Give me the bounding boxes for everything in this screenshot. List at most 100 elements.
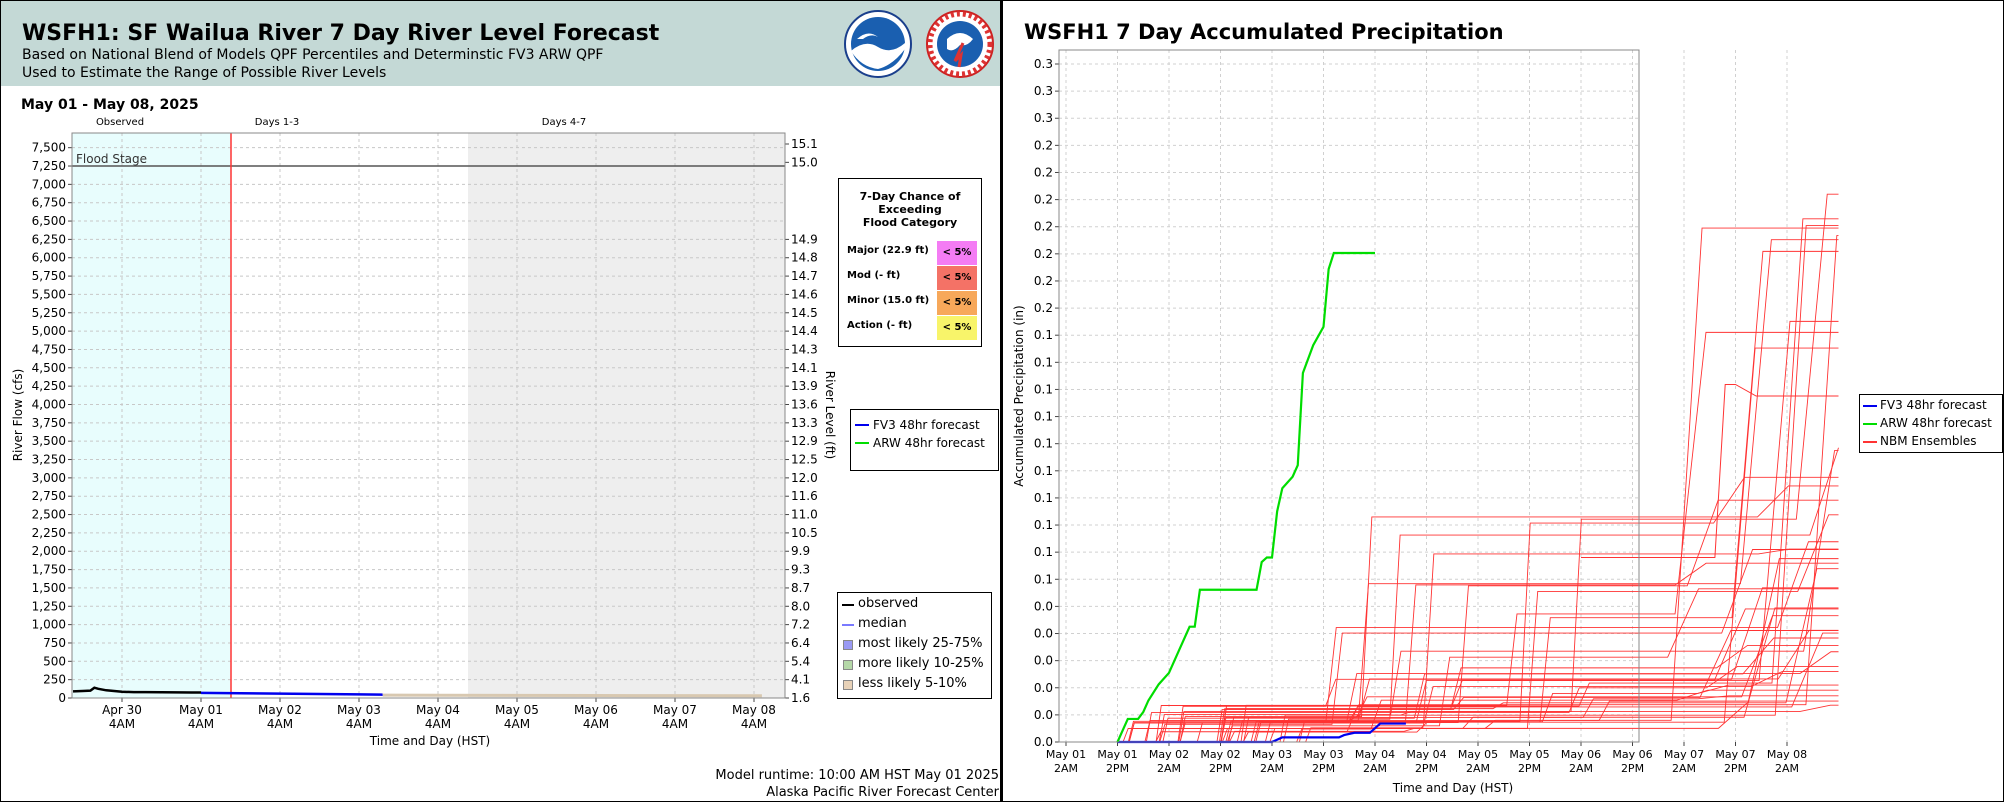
y2-tick-label: 13.9 bbox=[791, 379, 818, 393]
legend-swatch bbox=[1863, 441, 1877, 443]
y2-tick-label: 14.9 bbox=[791, 232, 818, 246]
footer-runtime: Model runtime: 10:00 AM HST May 01 2025 bbox=[715, 768, 999, 783]
x-tick-label: May 08 bbox=[1767, 748, 1807, 761]
y2-tick-label: 14.5 bbox=[791, 306, 818, 320]
nbm-ensemble-member bbox=[1117, 235, 1839, 743]
y-tick-label: 0.3 bbox=[1034, 111, 1053, 125]
y-tick-label: 1,750 bbox=[32, 563, 66, 577]
flood-row-label: Mod (- ft) bbox=[847, 270, 901, 281]
noaa-logo bbox=[844, 10, 912, 78]
x-tick-label: May 01 bbox=[179, 703, 223, 717]
x-tick-label: May 04 bbox=[1406, 748, 1446, 761]
legend-label: observed bbox=[858, 596, 919, 611]
x-tick-label: 4AM bbox=[425, 717, 451, 731]
y-tick-label: 4,750 bbox=[32, 342, 66, 356]
y-tick-label: 1,000 bbox=[32, 618, 66, 632]
y2-tick-label: 14.3 bbox=[791, 342, 818, 356]
x-tick-label: 4AM bbox=[741, 717, 767, 731]
nbm-ensemble-member bbox=[1117, 239, 1839, 743]
y-tick-label: 3,500 bbox=[32, 434, 66, 448]
left-header-band: WSFH1: SF Wailua River 7 Day River Level… bbox=[1, 1, 1000, 86]
y2-tick-label: 11.0 bbox=[791, 508, 818, 522]
right-title: WSFH1 7 Day Accumulated Precipitation bbox=[1024, 20, 1504, 44]
x-tick-label: May 06 bbox=[1561, 748, 1601, 761]
y-tick-label: 1,250 bbox=[32, 599, 66, 613]
nbm-ensemble-member bbox=[1117, 450, 1839, 743]
y-tick-label: 6,750 bbox=[32, 196, 66, 210]
y-tick-label: 0.2 bbox=[1034, 220, 1053, 234]
y2-tick-label: 14.1 bbox=[791, 361, 818, 375]
y2-tick-label: 12.9 bbox=[791, 434, 818, 448]
nbm-ensemble-member bbox=[1117, 666, 1839, 743]
y-tick-label: 0.1 bbox=[1034, 491, 1053, 505]
y2-tick-label: 8.7 bbox=[791, 581, 810, 595]
nbm-ensemble-member bbox=[1117, 568, 1839, 743]
x-tick-label: May 01 bbox=[1097, 748, 1137, 761]
nws-logo bbox=[926, 10, 994, 78]
y2-tick-label: 1.6 bbox=[791, 691, 810, 705]
x-tick-label: May 02 bbox=[258, 703, 302, 717]
nbm-ensemble-member bbox=[1117, 700, 1839, 743]
x-tick-label: 2AM bbox=[1260, 762, 1284, 775]
y-tick-label: 0.0 bbox=[1034, 627, 1053, 641]
left-y-axis-label: River Flow (cfs) bbox=[11, 369, 25, 462]
nbm-ensemble-member bbox=[1117, 541, 1839, 743]
x-tick-label: 2PM bbox=[1312, 762, 1335, 775]
x-tick-label: 4AM bbox=[267, 717, 293, 731]
y2-tick-label: 7.2 bbox=[791, 618, 810, 632]
y-tick-label: 2,750 bbox=[32, 489, 66, 503]
legend-swatch bbox=[843, 640, 853, 650]
series-observed bbox=[72, 686, 201, 694]
y-tick-label: 0.3 bbox=[1034, 84, 1053, 98]
x-tick-label: Apr 30 bbox=[102, 703, 142, 717]
y-tick-label: 0.1 bbox=[1034, 437, 1053, 451]
flood-table-title-line-3: Flood Category bbox=[862, 216, 958, 229]
flood-row-value: < 5% bbox=[937, 316, 977, 340]
left-plot-border bbox=[71, 132, 786, 699]
y2-tick-label: 11.6 bbox=[791, 489, 818, 503]
flood-row-label: Action (- ft) bbox=[847, 320, 913, 331]
y-tick-label: 6,250 bbox=[32, 232, 66, 246]
x-tick-label: May 06 bbox=[1612, 748, 1652, 761]
nbm-ensemble-member bbox=[1117, 331, 1839, 743]
flood-row-value: < 5% bbox=[937, 291, 977, 315]
nbm-ensemble-member bbox=[1117, 630, 1839, 743]
nbm-ensemble-member bbox=[1117, 651, 1839, 743]
left-forecast-legend: FV3 48hr forecast ARW 48hr forecast bbox=[850, 409, 999, 471]
x-tick-label: 2PM bbox=[1106, 762, 1129, 775]
x-tick-label: 2AM bbox=[1672, 762, 1696, 775]
y2-tick-label: 14.8 bbox=[791, 251, 818, 265]
x-tick-label: 4AM bbox=[504, 717, 530, 731]
x-tick-label: May 07 bbox=[653, 703, 697, 717]
x-tick-label: 2PM bbox=[1415, 762, 1438, 775]
nbm-ensemble-member bbox=[1117, 485, 1839, 743]
x-tick-label: May 01 bbox=[1046, 748, 1086, 761]
y-tick-label: 5,500 bbox=[32, 287, 66, 301]
y-tick-label: 0.0 bbox=[1034, 599, 1053, 613]
period-label: Observed bbox=[96, 117, 144, 128]
right-x-axis-label: Time and Day (HST) bbox=[1392, 781, 1513, 795]
y-tick-label: 0.0 bbox=[1034, 654, 1053, 668]
y-tick-label: 0.2 bbox=[1034, 138, 1053, 152]
flood-row-value: < 5% bbox=[937, 241, 977, 265]
y-tick-label: 500 bbox=[43, 654, 66, 668]
flood-row-value: < 5% bbox=[937, 266, 977, 290]
legend-swatch bbox=[855, 442, 869, 444]
y-tick-label: 3,750 bbox=[32, 416, 66, 430]
left-y2-axis-label: River Level (ft) bbox=[823, 371, 837, 459]
y-tick-label: 0.1 bbox=[1034, 382, 1053, 396]
flood-stage-label: Flood Stage bbox=[76, 152, 147, 166]
y2-tick-label: 8.0 bbox=[791, 599, 810, 613]
y2-tick-label: 15.0 bbox=[791, 155, 818, 169]
y-tick-label: 6,000 bbox=[32, 251, 66, 265]
series-nbm-ensembles bbox=[1581, 383, 1839, 558]
y-tick-label: 0.1 bbox=[1034, 328, 1053, 342]
left-title: WSFH1: SF Wailua River 7 Day River Level… bbox=[22, 21, 660, 46]
y-tick-label: 0.0 bbox=[1034, 708, 1053, 722]
x-tick-label: May 03 bbox=[337, 703, 381, 717]
nbm-ensemble-member bbox=[1117, 250, 1839, 743]
y-tick-label: 6,500 bbox=[32, 214, 66, 228]
left-subtitle-1: Based on National Blend of Models QPF Pe… bbox=[22, 47, 604, 63]
left-x-axis-label: Time and Day (HST) bbox=[369, 734, 490, 748]
legend-swatch bbox=[843, 660, 853, 670]
